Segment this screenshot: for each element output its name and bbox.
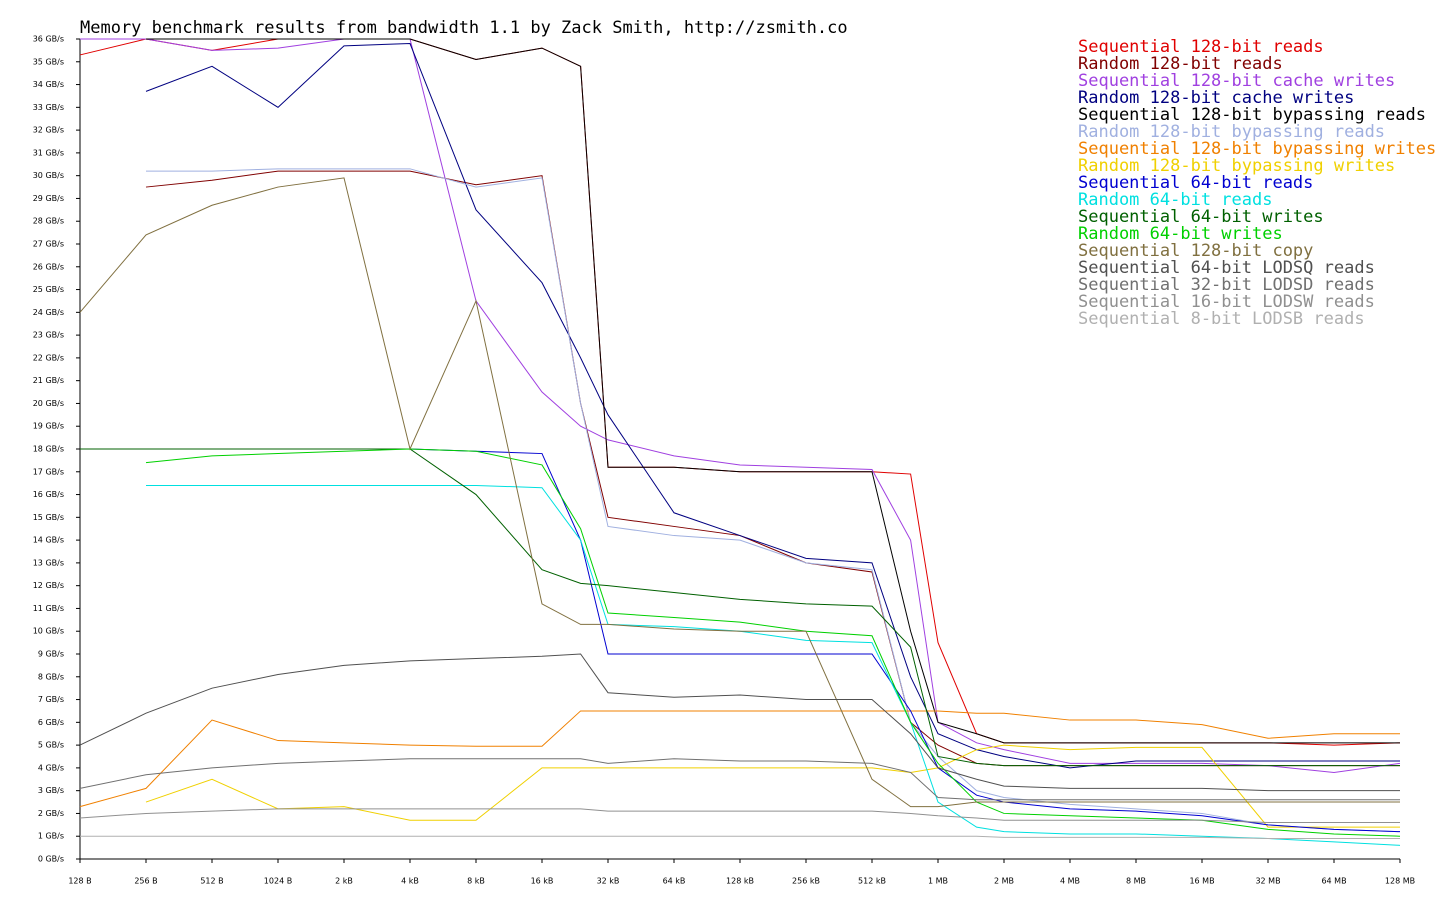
x-tick-label: 32 MB bbox=[1255, 877, 1280, 886]
chart-title: Memory benchmark results from bandwidth … bbox=[80, 18, 848, 38]
y-tick-label: 31 GB/s bbox=[33, 148, 64, 157]
x-tick-label: 128 B bbox=[68, 877, 91, 886]
series-line bbox=[146, 168, 1401, 833]
legend-entry: Sequential 8-bit LODSB reads bbox=[1078, 309, 1365, 329]
legend-entry: Sequential 16-bit LODSW reads bbox=[1078, 292, 1375, 312]
y-tick-label: 28 GB/s bbox=[33, 217, 64, 226]
y-tick-label: 13 GB/s bbox=[33, 558, 64, 567]
y-tick-label: 34 GB/s bbox=[33, 80, 64, 89]
y-tick-label: 30 GB/s bbox=[33, 171, 64, 180]
series-line bbox=[79, 808, 1400, 824]
x-tick-label: 1 MB bbox=[928, 877, 948, 886]
x-tick-label: 512 B bbox=[200, 877, 223, 886]
y-tick-label: 4 GB/s bbox=[38, 763, 64, 772]
x-tick-label: 256 kB bbox=[792, 877, 820, 886]
legend-entry: Sequential 32-bit LODSD reads bbox=[1078, 275, 1375, 295]
legend-entry: Sequential 128-bit bypassing reads bbox=[1078, 105, 1426, 125]
y-tick-label: 33 GB/s bbox=[33, 103, 64, 112]
y-tick-label: 36 GB/s bbox=[33, 35, 64, 44]
legend-entry: Sequential 128-bit cache writes bbox=[1078, 71, 1395, 91]
y-tick-label: 20 GB/s bbox=[33, 399, 64, 408]
y-tick-label: 18 GB/s bbox=[33, 445, 64, 454]
y-tick-label: 16 GB/s bbox=[33, 490, 64, 499]
y-tick-label: 14 GB/s bbox=[33, 536, 64, 545]
x-tick-label: 8 kB bbox=[467, 877, 485, 886]
x-tick-label: 2 kB bbox=[335, 877, 353, 886]
series-line bbox=[80, 448, 1400, 767]
x-tick-label: 512 kB bbox=[858, 877, 886, 886]
x-tick-label: 256 B bbox=[134, 877, 157, 886]
legend-entry: Sequential 128-bit reads bbox=[1078, 37, 1324, 57]
y-tick-label: 19 GB/s bbox=[33, 422, 64, 431]
x-tick-label: 16 kB bbox=[531, 877, 554, 886]
x-tick-label: 8 MB bbox=[1126, 877, 1146, 886]
series-line bbox=[80, 835, 1400, 839]
legend-entry: Sequential 64-bit reads bbox=[1078, 173, 1313, 193]
series-line bbox=[79, 653, 1400, 792]
y-tick-label: 11 GB/s bbox=[33, 604, 64, 613]
series-line bbox=[79, 710, 1400, 808]
legend-entry: Random 64-bit writes bbox=[1078, 224, 1283, 244]
series-line bbox=[79, 177, 1400, 808]
y-tick-label: 26 GB/s bbox=[33, 262, 64, 271]
x-tick-label: 128 kB bbox=[726, 877, 754, 886]
series-line bbox=[145, 43, 1400, 769]
y-tick-label: 2 GB/s bbox=[38, 809, 64, 818]
y-tick-label: 12 GB/s bbox=[33, 581, 64, 590]
y-tick-label: 10 GB/s bbox=[33, 627, 64, 636]
y-tick-label: 7 GB/s bbox=[38, 695, 64, 704]
legend-entry: Random 64-bit reads bbox=[1078, 190, 1272, 210]
legend-entry: Sequential 64-bit writes bbox=[1078, 207, 1324, 227]
series-line bbox=[145, 744, 1400, 828]
series-line bbox=[146, 38, 1400, 744]
legend-entry: Random 128-bit bypassing reads bbox=[1078, 122, 1385, 142]
y-tick-label: 0 GB/s bbox=[38, 855, 64, 864]
legend-entry: Random 128-bit bypassing writes bbox=[1078, 156, 1395, 176]
y-tick-label: 17 GB/s bbox=[33, 467, 64, 476]
y-tick-label: 9 GB/s bbox=[38, 650, 64, 659]
series-line bbox=[146, 484, 1401, 846]
x-tick-label: 64 kB bbox=[663, 877, 686, 886]
x-tick-label: 64 MB bbox=[1321, 877, 1346, 886]
y-tick-label: 8 GB/s bbox=[38, 672, 64, 681]
y-tick-label: 27 GB/s bbox=[33, 240, 64, 249]
y-tick-label: 6 GB/s bbox=[38, 718, 64, 727]
x-tick-label: 1024 B bbox=[264, 877, 292, 886]
x-tick-label: 4 MB bbox=[1060, 877, 1080, 886]
legend-entry: Sequential 128-bit copy bbox=[1078, 241, 1313, 261]
x-tick-label: 2 MB bbox=[994, 877, 1014, 886]
legend-entry: Sequential 64-bit LODSQ reads bbox=[1078, 258, 1375, 278]
legend-entry: Sequential 128-bit bypassing writes bbox=[1078, 139, 1436, 159]
y-tick-label: 32 GB/s bbox=[33, 126, 64, 135]
x-tick-label: 128 MB bbox=[1385, 877, 1415, 886]
y-tick-label: 35 GB/s bbox=[33, 57, 64, 66]
series-line bbox=[80, 38, 1401, 773]
y-tick-label: 25 GB/s bbox=[33, 285, 64, 294]
y-tick-label: 29 GB/s bbox=[33, 194, 64, 203]
y-tick-label: 15 GB/s bbox=[33, 513, 64, 522]
y-tick-label: 24 GB/s bbox=[33, 308, 64, 317]
legend-entry: Random 128-bit reads bbox=[1078, 54, 1283, 74]
y-tick-label: 1 GB/s bbox=[38, 832, 64, 841]
y-tick-label: 22 GB/s bbox=[33, 353, 64, 362]
y-tick-label: 3 GB/s bbox=[38, 786, 64, 795]
x-tick-label: 4 kB bbox=[401, 877, 419, 886]
y-tick-label: 5 GB/s bbox=[38, 741, 64, 750]
series-line bbox=[79, 758, 1400, 801]
y-tick-label: 21 GB/s bbox=[33, 376, 64, 385]
legend-entry: Random 128-bit cache writes bbox=[1078, 88, 1354, 108]
y-tick-label: 23 GB/s bbox=[33, 331, 64, 340]
x-tick-label: 16 MB bbox=[1189, 877, 1214, 886]
x-tick-label: 32 kB bbox=[597, 877, 620, 886]
